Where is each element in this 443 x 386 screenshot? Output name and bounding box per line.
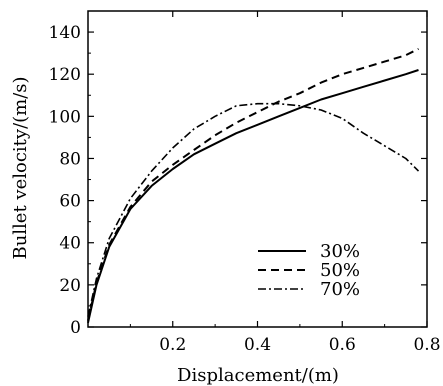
series-line-1 bbox=[87, 69, 419, 324]
legend-label-70: 70% bbox=[320, 279, 360, 300]
x-tick-label: 0.4 bbox=[244, 335, 271, 355]
y-tick-label: 120 bbox=[49, 65, 81, 85]
y-axis-ticks: 0 20 40 60 80 100 120 140 bbox=[49, 23, 427, 338]
x-axis-ticks: 0.2 0.4 0.6 0.8 bbox=[129, 11, 441, 355]
series-line-2 bbox=[87, 48, 419, 321]
y-tick-label: 100 bbox=[49, 107, 81, 127]
series-line-3 bbox=[87, 102, 420, 317]
series-lines bbox=[87, 48, 420, 324]
plot-frame bbox=[87, 10, 428, 328]
x-tick-label: 0.2 bbox=[159, 335, 186, 355]
x-tick-label: 0.6 bbox=[329, 335, 356, 355]
y-tick-label: 80 bbox=[59, 149, 81, 169]
y-tick-label: 40 bbox=[59, 234, 81, 254]
y-axis-label: Bullet velocity/(m/s) bbox=[10, 76, 31, 259]
x-axis-label: Displacement/(m) bbox=[177, 365, 339, 386]
y-tick-label: 60 bbox=[59, 192, 81, 212]
x-tick-label: 0.8 bbox=[413, 335, 440, 355]
legend: 30% 50% 70% bbox=[258, 241, 360, 300]
legend-label-30: 30% bbox=[320, 241, 360, 262]
y-tick-label: 140 bbox=[49, 23, 81, 43]
plot-area bbox=[87, 10, 428, 328]
y-tick-label: 0 bbox=[70, 318, 81, 338]
y-tick-label: 20 bbox=[59, 276, 81, 296]
legend-label-50: 50% bbox=[320, 260, 360, 281]
